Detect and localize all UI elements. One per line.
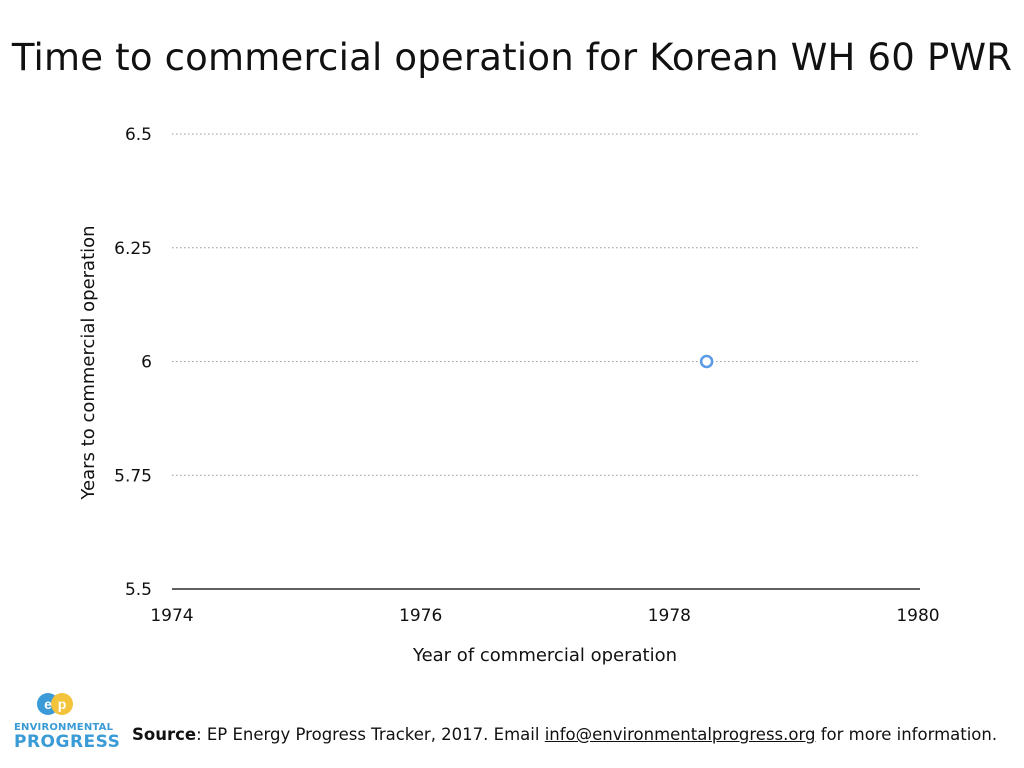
logo-text-environmental: ENVIRONMENTAL: [14, 722, 114, 733]
y-tick-label: 5.75: [114, 466, 152, 486]
y-tick-label: 6: [141, 353, 152, 373]
x-axis-label: Year of commercial operation: [412, 645, 677, 666]
x-tick-labels: 1974 1976 1978 1980: [150, 606, 939, 626]
y-axis-label: Years to commercial operation: [78, 225, 99, 500]
data-point: [699, 354, 714, 369]
x-tick-label: 1980: [896, 606, 939, 626]
y-tick-label: 5.5: [125, 580, 152, 600]
email-link[interactable]: info@environmentalprogress.org: [544, 725, 816, 744]
environmental-progress-logo: e p ENVIRONMENTAL PROGRESS: [14, 692, 121, 754]
gridlines: [172, 133, 918, 476]
x-tick-label: 1978: [648, 606, 691, 626]
source-label: Source: [132, 725, 197, 744]
x-tick-label: 1974: [150, 606, 193, 626]
source-text: : EP Energy Progress Tracker, 2017. Emai…: [196, 725, 545, 744]
chart-title: Time to commercial operation for Korean …: [11, 36, 1013, 79]
logo-text-progress: PROGRESS: [14, 732, 121, 752]
y-tick-label: 6.25: [114, 239, 152, 259]
svg-text:e: e: [44, 696, 52, 712]
data-points: [699, 354, 714, 369]
source-footer: Source: EP Energy Progress Tracker, 2017…: [132, 725, 997, 744]
y-tick-labels: 5.5 5.75 6 6.25 6.5: [114, 125, 152, 600]
svg-text:p: p: [58, 696, 67, 712]
x-tick-label: 1976: [399, 606, 442, 626]
ep-logo-icon: e p: [37, 693, 73, 715]
y-tick-label: 6.5: [125, 125, 152, 145]
source-text-after: for more information.: [815, 725, 998, 744]
